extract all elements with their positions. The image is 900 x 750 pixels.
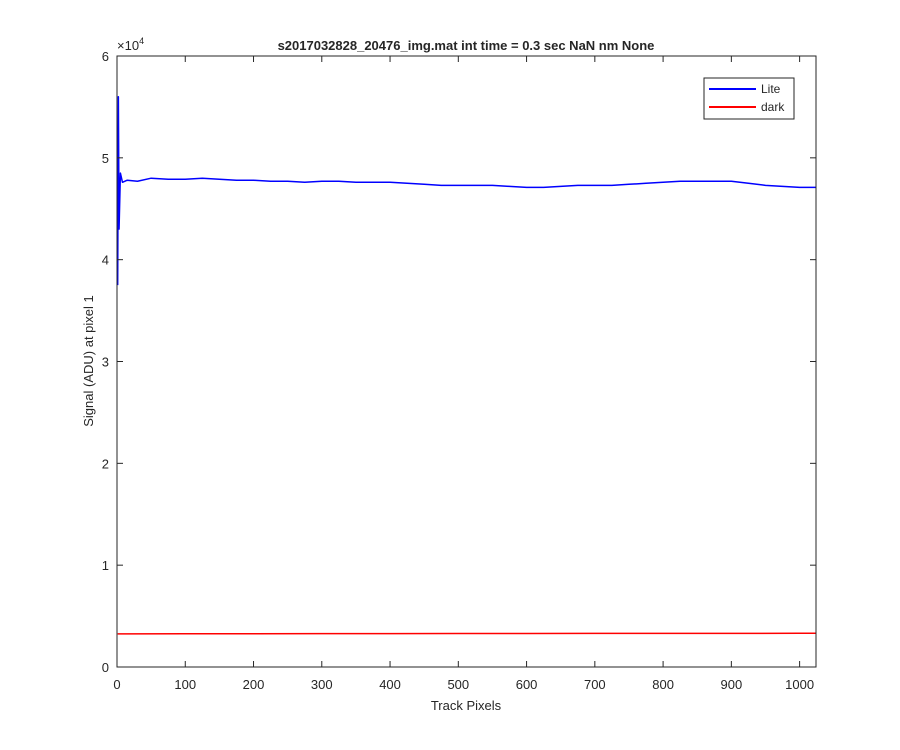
x-tick-label: 300 [311, 677, 333, 692]
y-tick-label: 5 [102, 151, 109, 166]
legend-box [703, 77, 795, 120]
y-tick-label: 1 [102, 558, 109, 573]
legend-label-dark: dark [761, 100, 785, 114]
x-axis: 0 100 200 300 400 500 600 700 800 900 1000 [113, 56, 814, 692]
series-line-dark [117, 632, 816, 635]
x-tick-label: 600 [516, 677, 538, 692]
legend-label-lite: Lite [761, 82, 781, 96]
legend: Lite dark [703, 77, 795, 120]
x-tick-label: 200 [243, 677, 265, 692]
x-tick-label: 100 [174, 677, 196, 692]
y-tick-label: 2 [102, 456, 109, 471]
y-tick-label: 3 [102, 355, 109, 370]
chart-title: s2017032828_20476_img.mat int time = 0.3… [278, 38, 655, 53]
y-tick-label: 4 [102, 253, 109, 268]
y-axis-label: Signal (ADU) at pixel 1 [81, 295, 96, 427]
plot-area [117, 56, 816, 667]
x-tick-label: 900 [721, 677, 743, 692]
y-tick-label: 6 [102, 49, 109, 64]
x-tick-label: 400 [379, 677, 401, 692]
y-exponent-label: ×104 [117, 36, 144, 53]
series-layer [116, 95, 816, 635]
x-tick-label: 1000 [785, 677, 814, 692]
x-tick-label: 700 [584, 677, 606, 692]
x-tick-label: 800 [652, 677, 674, 692]
y-exponent-base: ×10 [117, 38, 139, 53]
x-tick-label: 0 [113, 677, 120, 692]
series-line-lite [116, 95, 816, 286]
x-tick-label: 500 [447, 677, 469, 692]
y-axis: 0 1 2 3 4 5 6 [102, 49, 816, 675]
y-tick-label: 0 [102, 660, 109, 675]
x-axis-label: Track Pixels [431, 698, 502, 713]
y-exponent-power: 4 [139, 36, 144, 46]
